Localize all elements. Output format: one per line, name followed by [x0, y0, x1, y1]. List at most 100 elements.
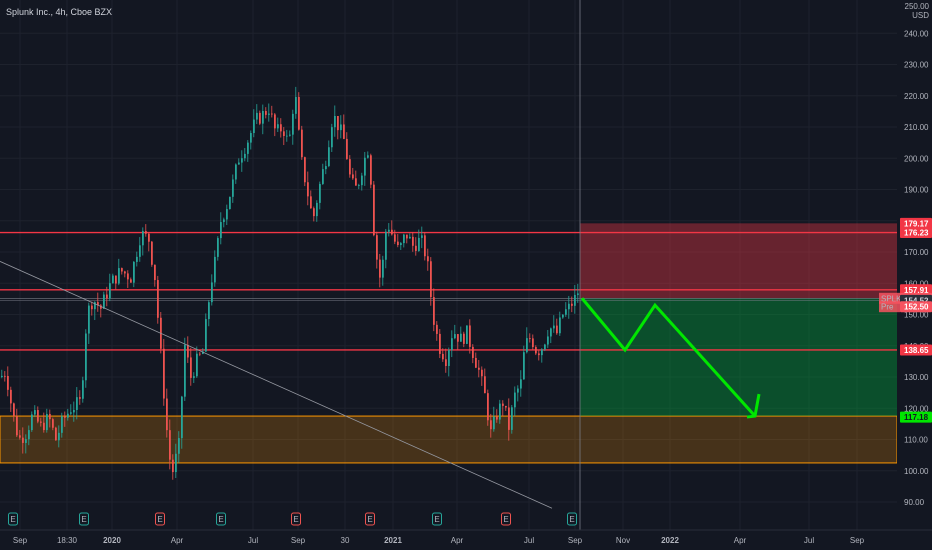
- candle-body: [349, 159, 351, 175]
- candle-body: [577, 293, 579, 295]
- candle-body: [313, 208, 315, 217]
- x-tick-label: Jul: [524, 536, 534, 545]
- candle-body: [304, 157, 306, 183]
- candle-body: [298, 96, 300, 130]
- candle-body: [376, 235, 378, 260]
- candle-body: [388, 229, 390, 232]
- candle-body: [4, 375, 6, 377]
- candle-body: [328, 147, 330, 167]
- candle-body: [94, 302, 96, 310]
- y-tick-label: 110.00: [904, 436, 928, 445]
- candle-body: [445, 359, 447, 367]
- candle-body: [40, 421, 42, 423]
- candle-body: [133, 261, 135, 283]
- price-tag-bg: [900, 301, 932, 313]
- x-tick-label: Sep: [13, 536, 28, 545]
- candle-body: [457, 334, 459, 342]
- price-tag-bg: [900, 344, 932, 356]
- candle-body: [571, 303, 573, 306]
- candle-body: [166, 398, 168, 431]
- candle-body: [502, 403, 504, 406]
- candle-body: [334, 116, 336, 128]
- y-tick-label: 120.00: [904, 404, 929, 413]
- candle-body: [85, 333, 87, 381]
- candle-body: [67, 413, 69, 418]
- candle-body: [202, 351, 204, 354]
- earnings-marker: [216, 512, 226, 526]
- candle-body: [559, 317, 561, 334]
- candle-body: [535, 347, 537, 354]
- y-tick-label: 220.00: [904, 92, 929, 101]
- y-tick-label: 210.00: [904, 123, 929, 132]
- candle-body: [511, 407, 513, 430]
- candle-body: [397, 241, 399, 246]
- currency-code: USD: [912, 11, 929, 20]
- candle-body: [277, 124, 279, 129]
- candle-body: [400, 243, 402, 246]
- candle-body: [22, 437, 24, 443]
- candle-body: [37, 410, 39, 422]
- candle-body: [514, 392, 516, 408]
- price-axis-bg: [897, 0, 932, 550]
- candle-body: [58, 432, 60, 441]
- candle-body: [256, 112, 258, 120]
- candle-body: [367, 155, 369, 158]
- candle-body: [454, 334, 456, 339]
- price-tag-bg: [900, 227, 932, 239]
- trend-line: [0, 261, 553, 509]
- candle-body: [469, 325, 471, 347]
- candle-body: [406, 234, 408, 239]
- time-axis[interactable]: Sep 18:30 2020 Apr Jul Sep 30 2021 Apr Jul Sep Nov 2…: [0, 529, 932, 550]
- candle-body: [211, 282, 213, 303]
- candle-body: [205, 319, 207, 352]
- candle-body: [553, 325, 555, 329]
- candle-body: [112, 275, 114, 284]
- candle-body: [250, 133, 252, 143]
- candle-body: [187, 344, 189, 358]
- earnings-marker: [365, 512, 375, 526]
- candle-body: [280, 124, 282, 132]
- earnings-marker-letter: E: [293, 515, 298, 524]
- candle-body: [346, 138, 348, 160]
- candle-body: [532, 338, 534, 348]
- candle-body: [76, 397, 78, 410]
- y-tick-label: 230.00: [904, 61, 929, 70]
- candle-body: [46, 413, 48, 431]
- candle-body: [403, 234, 405, 244]
- symbol-title[interactable]: Splunk Inc., 4h, Cboe BZX: [6, 7, 113, 17]
- earnings-marker: [155, 512, 165, 526]
- price-tags: 179.17176.23157.91SPLK155.18154.52Pre152…: [879, 217, 932, 423]
- candle-body: [418, 237, 420, 251]
- candle-body: [145, 231, 147, 234]
- candle-body: [199, 353, 201, 355]
- x-tick-label: Sep: [291, 536, 306, 545]
- candle-body: [517, 388, 519, 393]
- candle-body: [229, 196, 231, 210]
- candle-body: [352, 174, 354, 179]
- candle-body: [307, 182, 309, 197]
- candle-body: [151, 241, 153, 265]
- candle-body: [244, 153, 246, 159]
- earnings-marker-letter: E: [367, 515, 372, 524]
- earnings-marker-letter: E: [569, 515, 574, 524]
- currency-label[interactable]: 250.00 USD: [905, 2, 929, 20]
- x-tick-label: 2021: [384, 536, 402, 545]
- price-axis[interactable]: 90.00100.00110.00120.00130.00140.00150.0…: [897, 0, 932, 550]
- candle-body: [364, 157, 366, 176]
- y-tick-label: 160.00: [904, 279, 929, 288]
- price-tag-label: 117.18: [904, 413, 929, 422]
- price-tag-label: 152.50: [904, 303, 929, 312]
- candle-body: [310, 196, 312, 209]
- candle-body: [412, 236, 414, 246]
- candle-body: [241, 158, 243, 163]
- candle-body: [175, 453, 177, 473]
- price-tag-prefix: Pre: [881, 303, 894, 312]
- candle-body: [148, 233, 150, 242]
- candle-body: [100, 305, 102, 309]
- candle-body: [259, 112, 261, 124]
- candle-body: [427, 256, 429, 262]
- x-tick-label: Nov: [616, 536, 630, 545]
- candle-body: [70, 412, 72, 414]
- candle-body: [322, 169, 324, 184]
